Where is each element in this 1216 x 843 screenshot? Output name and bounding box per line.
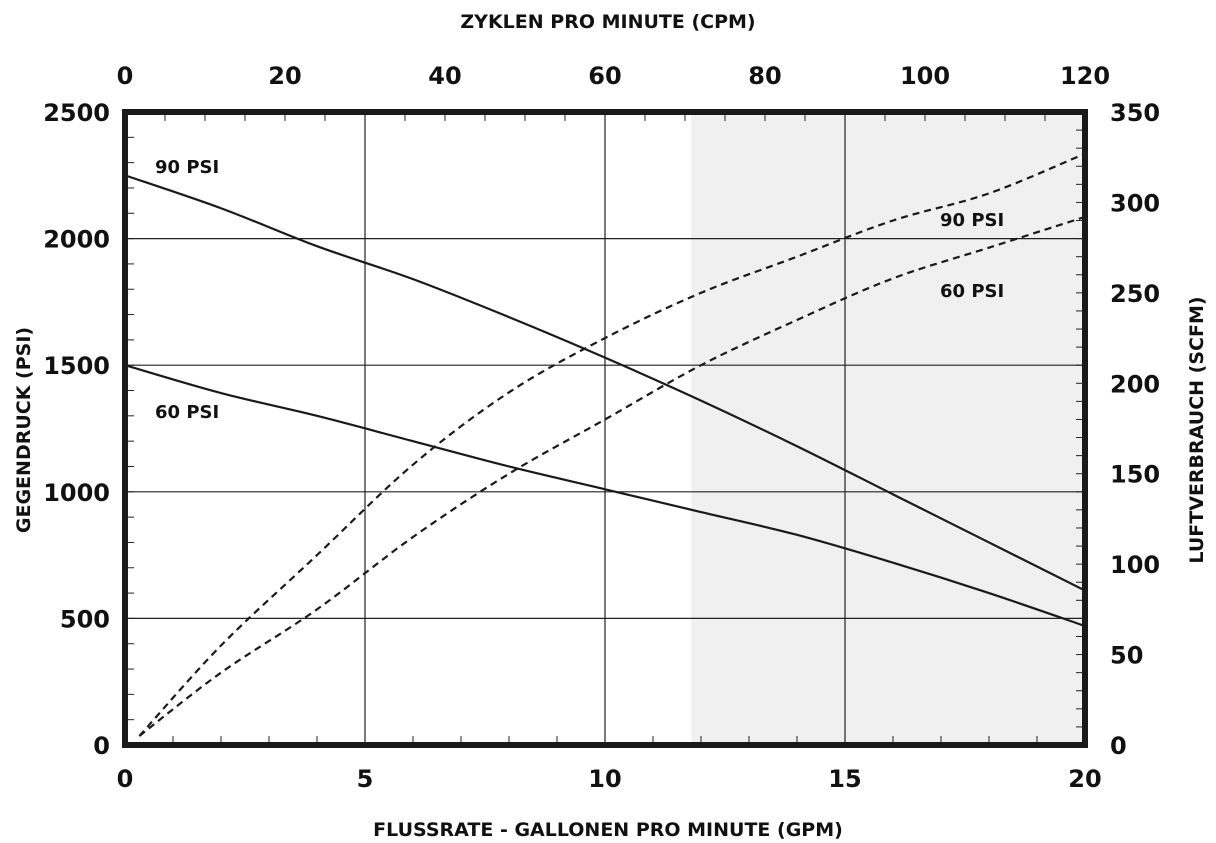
y2-tick-label: 150 bbox=[1110, 461, 1160, 489]
x2-tick-label: 0 bbox=[117, 62, 134, 90]
x2-tick-label: 100 bbox=[900, 62, 950, 90]
y-tick-label: 0 bbox=[93, 732, 110, 760]
x-tick-label: 10 bbox=[588, 765, 621, 793]
x-tick-label: 5 bbox=[357, 765, 374, 793]
y2-tick-label: 0 bbox=[1110, 732, 1127, 760]
y2-tick-label: 300 bbox=[1110, 189, 1160, 217]
y-tick-label: 1500 bbox=[43, 352, 110, 380]
x-tick-label: 0 bbox=[117, 765, 134, 793]
series-layer bbox=[124, 152, 1086, 737]
x-tick-label: 20 bbox=[1068, 765, 1101, 793]
x2-tick-label: 40 bbox=[428, 62, 461, 90]
y2-tick-label: 200 bbox=[1110, 370, 1160, 398]
shaded-region bbox=[691, 112, 1085, 745]
series-dashed-60-psi-3 bbox=[138, 215, 1086, 737]
y2-tick-label: 250 bbox=[1110, 280, 1160, 308]
x2-tick-label: 20 bbox=[268, 62, 301, 90]
x2-axis-title: ZYKLEN PRO MINUTE (CPM) bbox=[460, 11, 755, 33]
x-axis-title: FLUSSRATE - GALLONEN PRO MINUTE (GPM) bbox=[373, 819, 843, 841]
y-tick-label: 1000 bbox=[43, 479, 110, 507]
series-solid-90-psi-0 bbox=[124, 174, 1086, 592]
x2-tick-label: 60 bbox=[588, 62, 621, 90]
label-solid-60: 60 PSI bbox=[155, 402, 219, 423]
series-dashed-90-psi-2 bbox=[138, 152, 1086, 737]
y2-tick-label: 350 bbox=[1110, 99, 1160, 127]
y-tick-label: 2000 bbox=[43, 226, 110, 254]
y2-tick-label: 100 bbox=[1110, 551, 1160, 579]
x2-tick-label: 80 bbox=[748, 62, 781, 90]
tick-labels: 0 5 10 15 200 20 40 60 80 100 12005001000150020002… bbox=[43, 62, 1160, 793]
y-tick-label: 2500 bbox=[43, 99, 110, 127]
label-dashed-60: 60 PSI bbox=[940, 281, 1004, 302]
y2-axis-title: LUFTVERBRAUCH (SCFM) bbox=[1186, 296, 1208, 563]
y-axis-title: GEGENDRUCK (PSI) bbox=[13, 327, 35, 533]
x-tick-label: 15 bbox=[828, 765, 861, 793]
x2-tick-label: 120 bbox=[1060, 62, 1110, 90]
y2-tick-label: 50 bbox=[1110, 642, 1143, 670]
series-solid-60-psi-1 bbox=[124, 364, 1086, 628]
y-tick-label: 500 bbox=[60, 605, 110, 633]
label-dashed-90: 90 PSI bbox=[940, 210, 1004, 231]
plot-frame bbox=[122, 109, 1088, 748]
label-solid-90: 90 PSI bbox=[155, 157, 219, 178]
